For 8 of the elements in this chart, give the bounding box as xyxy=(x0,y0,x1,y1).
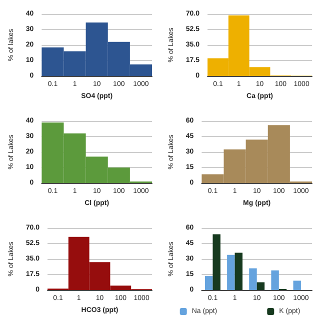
bar xyxy=(212,234,220,290)
bar xyxy=(249,268,257,290)
bar xyxy=(293,280,301,290)
bar xyxy=(234,252,242,290)
bar xyxy=(227,254,235,290)
bar xyxy=(271,270,279,290)
bar xyxy=(204,276,213,290)
bar xyxy=(256,282,265,290)
